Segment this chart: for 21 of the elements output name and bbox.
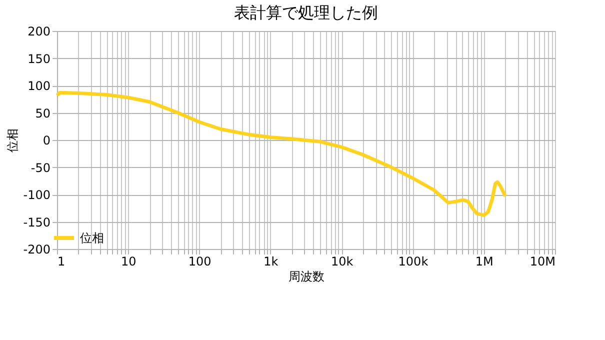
- y-tick-label: 150: [28, 52, 50, 66]
- y-tick-label: -50: [30, 160, 50, 175]
- x-axis-title: 周波数: [288, 270, 324, 284]
- x-tick-label: 100k: [398, 254, 428, 268]
- y-tick-label: -200: [23, 242, 50, 256]
- x-tick-label: 10M: [530, 254, 556, 268]
- x-tick-label: 10k: [330, 254, 354, 268]
- x-tick-label: 1: [58, 254, 66, 268]
- y-tick-label: -150: [23, 215, 50, 230]
- y-tick-label: 100: [28, 79, 50, 93]
- x-tick-label: 1M: [475, 254, 494, 268]
- x-tick-label: 100: [188, 254, 212, 268]
- y-tick-label: 0: [42, 134, 50, 148]
- legend-label: 位相: [80, 231, 104, 245]
- y-tick-label: 200: [28, 24, 50, 38]
- y-tick-label: 50: [35, 106, 50, 120]
- chart-title: 表計算で処理した例: [234, 3, 378, 22]
- x-tick-label: 10: [121, 254, 136, 268]
- y-tick-label: -100: [23, 188, 50, 202]
- x-tick-label: 1k: [264, 254, 278, 268]
- y-axis-title: 位相: [5, 128, 20, 152]
